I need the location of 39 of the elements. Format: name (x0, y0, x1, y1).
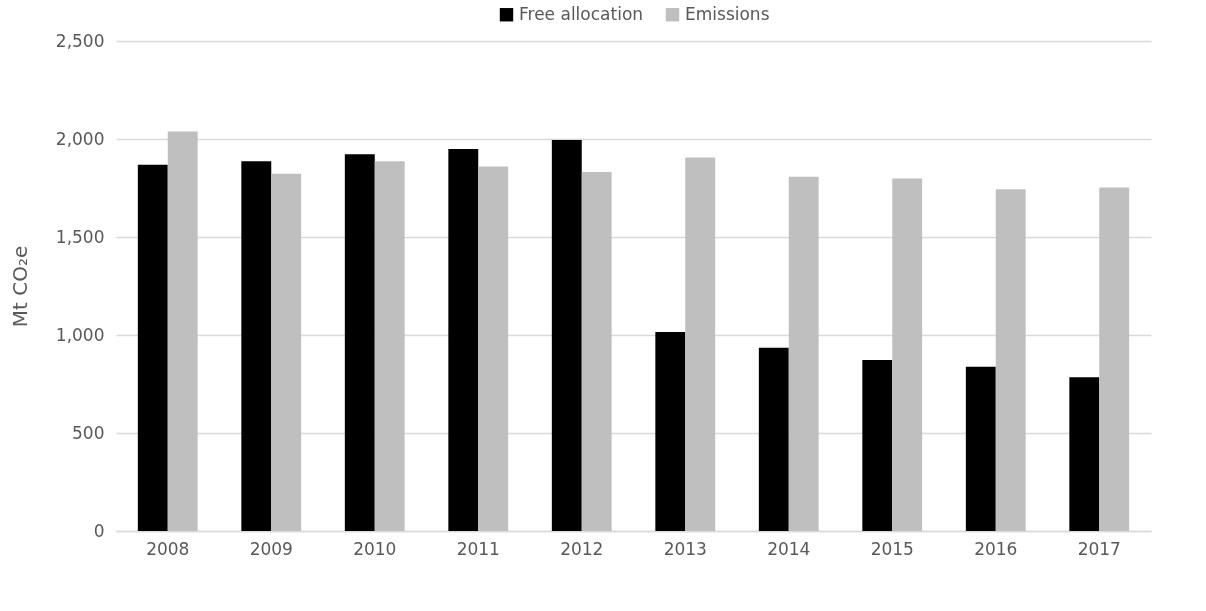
bar (478, 166, 509, 531)
y-tick-label: 1,500 (55, 226, 105, 247)
x-tick-label: 2011 (456, 538, 500, 559)
x-tick-label: 2010 (353, 538, 397, 559)
bar (137, 164, 168, 531)
x-tick-label: 2013 (663, 538, 707, 559)
bar (655, 332, 686, 531)
bar (241, 161, 272, 531)
bar (788, 176, 819, 531)
bar (374, 161, 405, 531)
x-tick-label: 2014 (767, 538, 811, 559)
y-tick-label: 0 (93, 520, 105, 541)
y-tick-label: 2,000 (55, 128, 105, 149)
bar (581, 171, 612, 531)
bar (758, 347, 789, 531)
bar (685, 157, 716, 531)
x-tick-label: 2016 (974, 538, 1018, 559)
bar (448, 149, 479, 531)
bar (1069, 377, 1100, 531)
bar (551, 139, 582, 531)
x-tick-label: 2017 (1077, 538, 1121, 559)
y-axis-title: Mt CO₂e (7, 245, 32, 328)
x-tick-label: 2012 (560, 538, 604, 559)
bar (1099, 187, 1130, 531)
bar (271, 173, 302, 531)
x-tick-label: 2008 (146, 538, 190, 559)
bar (344, 154, 375, 531)
legend-label: Emissions (685, 3, 770, 24)
x-tick-label: 2009 (249, 538, 293, 559)
legend-label: Free allocation (519, 3, 644, 24)
bar (965, 366, 996, 531)
bar (862, 359, 893, 531)
bar (167, 131, 198, 531)
y-tick-label: 1,000 (55, 324, 105, 345)
bar (892, 178, 923, 531)
x-tick-label: 2015 (870, 538, 914, 559)
y-tick-label: 500 (72, 422, 105, 443)
y-tick-label: 2,500 (55, 30, 105, 51)
bar (995, 189, 1026, 531)
